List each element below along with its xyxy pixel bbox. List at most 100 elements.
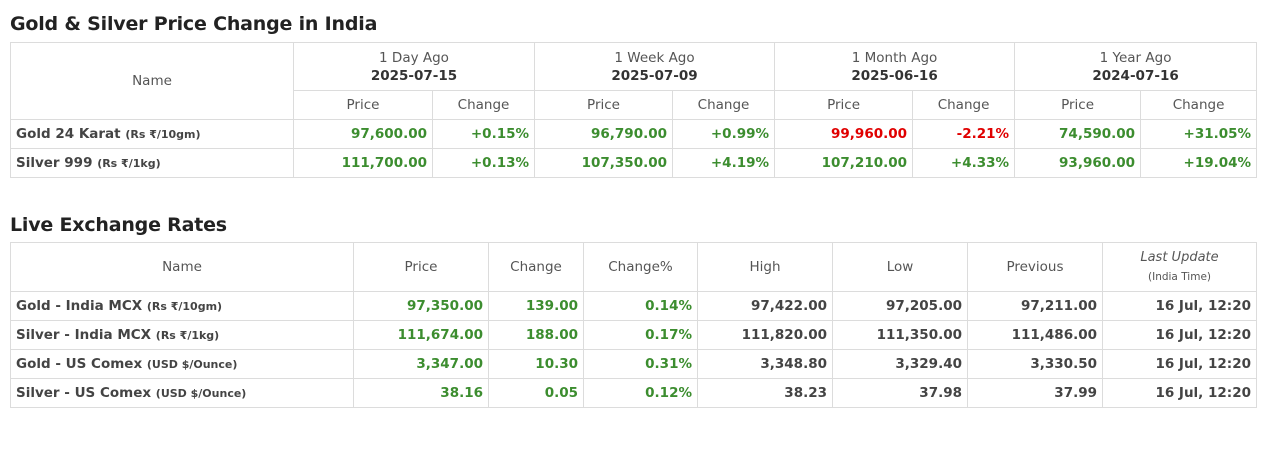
metal-name: Silver 999 (16, 155, 93, 171)
change-subheader: Change (431, 90, 536, 120)
period-header-week: 1 Week Ago 2025-07-09 (534, 42, 776, 91)
change-cell: +4.33% (912, 148, 1016, 178)
previous-header: Previous (967, 242, 1103, 292)
period-header-year: 1 Year Ago 2024-07-16 (1014, 42, 1258, 91)
metal-unit: (Rs ₹/10gm) (125, 128, 201, 141)
instrument-name-cell: Silver - India MCX (Rs ₹/1kg) (10, 320, 354, 350)
india-time-label: (India Time) (1148, 271, 1211, 283)
price-cell: 111,700.00 (293, 148, 433, 178)
high-cell: 38.23 (697, 378, 833, 408)
high-cell: 97,422.00 (697, 291, 833, 321)
period-label: 1 Week Ago (614, 49, 695, 66)
period-date: 2025-07-15 (370, 67, 458, 84)
period-date: 2025-07-09 (611, 67, 698, 84)
price-change-table: Name 1 Day Ago 2025-07-15 1 Week Ago 202… (10, 42, 1258, 178)
metal-name: Gold 24 Karat (16, 126, 121, 142)
price-cell: 38.16 (353, 378, 489, 408)
price-cell: 93,960.00 (1014, 148, 1142, 178)
last-update-label: Last Update (1140, 250, 1219, 265)
change-subheader: Change (1140, 90, 1258, 120)
period-label: 1 Day Ago (379, 49, 449, 66)
change-cell: 10.30 (488, 349, 584, 379)
change-pct-cell: 0.12% (583, 378, 698, 408)
instrument-name-cell: Silver - US Comex (USD $/Ounce) (10, 378, 354, 408)
low-cell: 97,205.00 (832, 291, 968, 321)
price-cell: 111,674.00 (353, 320, 489, 350)
exchange-rates-title: Live Exchange Rates (10, 214, 227, 236)
previous-cell: 97,211.00 (967, 291, 1103, 321)
instrument-unit: (USD $/Ounce) (146, 358, 238, 371)
price-cell: 74,590.00 (1014, 119, 1142, 149)
change-cell: 139.00 (488, 291, 584, 321)
metal-name-cell: Gold 24 Karat (Rs ₹/10gm) (10, 119, 294, 149)
price-cell: 97,350.00 (353, 291, 489, 321)
change-cell: +31.05% (1140, 119, 1258, 149)
last-update-cell: 16 Jul, 12:20 (1102, 291, 1257, 321)
period-label: 1 Year Ago (1099, 49, 1172, 66)
table-row: Silver 999 (Rs ₹/1kg) 111,700.00 +0.13% … (10, 148, 1258, 178)
price-subheader: Price (534, 90, 674, 120)
price-cell: 3,347.00 (353, 349, 489, 379)
exchange-rates-table: Name Price Change Change% High Low Previ… (10, 242, 1257, 408)
table-row: Silver - India MCX (Rs ₹/1kg) 111,674.00 1… (10, 320, 1257, 350)
high-cell: 111,820.00 (697, 320, 833, 350)
price-cell: 107,210.00 (774, 148, 914, 178)
high-header: High (697, 242, 833, 292)
change-cell: +4.19% (672, 148, 776, 178)
change-cell: +0.13% (431, 148, 536, 178)
change-subheader: Change (912, 90, 1016, 120)
table-row: Gold - US Comex (USD $/Ounce) 3,347.00 10.… (10, 349, 1257, 379)
price-subheader: Price (293, 90, 433, 120)
price-cell: 107,350.00 (534, 148, 674, 178)
price-cell: 97,600.00 (293, 119, 433, 149)
price-cell: 96,790.00 (534, 119, 674, 149)
price-subheader: Price (774, 90, 914, 120)
name-header: Name (10, 242, 354, 292)
change-cell: +19.04% (1140, 148, 1258, 178)
instrument-name: Gold - India MCX (16, 298, 143, 314)
change-header: Change (488, 242, 584, 292)
last-update-cell: 16 Jul, 12:20 (1102, 349, 1257, 379)
low-cell: 111,350.00 (832, 320, 968, 350)
instrument-unit: (USD $/Ounce) (155, 387, 247, 400)
high-cell: 3,348.80 (697, 349, 833, 379)
period-date: 2025-06-16 (851, 67, 938, 84)
instrument-name: Gold - US Comex (16, 356, 143, 372)
period-label: 1 Month Ago (851, 49, 938, 66)
change-cell: +0.15% (431, 119, 536, 149)
last-update-header: Last Update (India Time) (1102, 242, 1257, 292)
period-header-month: 1 Month Ago 2025-06-16 (774, 42, 1016, 91)
instrument-unit: (Rs ₹/10gm) (146, 300, 223, 313)
change-cell: -2.21% (912, 119, 1016, 149)
table-row: Gold 24 Karat (Rs ₹/10gm) 97,600.00 +0.1… (10, 119, 1258, 149)
previous-cell: 111,486.00 (967, 320, 1103, 350)
change-pct-cell: 0.31% (583, 349, 698, 379)
low-cell: 37.98 (832, 378, 968, 408)
previous-cell: 3,330.50 (967, 349, 1103, 379)
instrument-name-cell: Gold - India MCX (Rs ₹/10gm) (10, 291, 354, 321)
instrument-name: Silver - India MCX (16, 327, 152, 343)
low-header: Low (832, 242, 968, 292)
instrument-name-cell: Gold - US Comex (USD $/Ounce) (10, 349, 354, 379)
last-update-cell: 16 Jul, 12:20 (1102, 320, 1257, 350)
low-cell: 3,329.40 (832, 349, 968, 379)
previous-cell: 37.99 (967, 378, 1103, 408)
change-subheader: Change (672, 90, 776, 120)
change-pct-header: Change% (583, 242, 698, 292)
change-pct-cell: 0.14% (583, 291, 698, 321)
period-date: 2024-07-16 (1092, 67, 1179, 84)
table-row: Gold - India MCX (Rs ₹/10gm) 97,350.00 139… (10, 291, 1257, 321)
change-cell: +0.99% (672, 119, 776, 149)
price-subheader: Price (1014, 90, 1142, 120)
price-cell: 99,960.00 (774, 119, 914, 149)
price-header: Price (353, 242, 489, 292)
change-cell: 188.00 (488, 320, 584, 350)
price-change-title: Gold & Silver Price Change in India (10, 13, 378, 35)
instrument-name: Silver - US Comex (16, 385, 152, 401)
change-cell: 0.05 (488, 378, 584, 408)
metal-name-cell: Silver 999 (Rs ₹/1kg) (10, 148, 294, 178)
period-header-day: 1 Day Ago 2025-07-15 (292, 42, 536, 91)
table-row: Silver - US Comex (USD $/Ounce) 38.16 0.05… (10, 378, 1257, 408)
metal-unit: (Rs ₹/1kg) (97, 157, 161, 170)
